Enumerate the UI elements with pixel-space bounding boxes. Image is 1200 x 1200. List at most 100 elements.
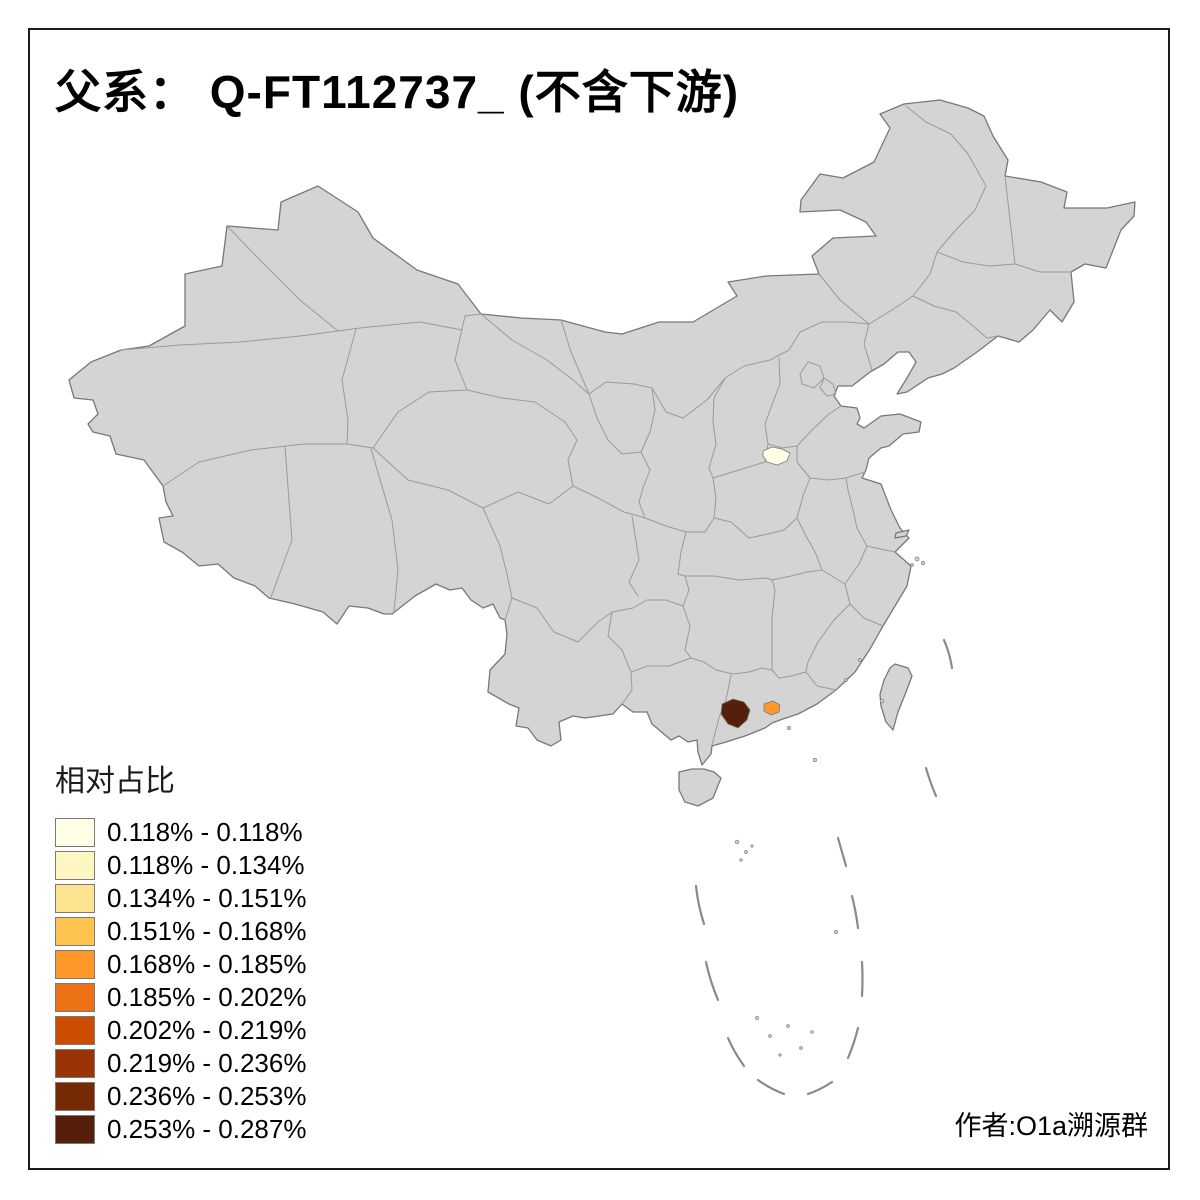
island-dot	[734, 839, 740, 845]
legend-row: 0.118% - 0.118%	[55, 816, 306, 849]
legend-label: 0.118% - 0.118%	[107, 817, 303, 847]
legend-swatch	[55, 1115, 95, 1144]
province-border-line	[226, 225, 339, 332]
province-border-line	[863, 323, 873, 371]
province-border-line	[712, 477, 717, 519]
landmass	[68, 99, 1136, 807]
legend-swatch	[55, 884, 95, 913]
nine-dash-line	[694, 638, 954, 1096]
highlighted-regions	[720, 446, 791, 729]
province-border-line	[771, 669, 807, 679]
legend-row: 0.219% - 0.236%	[55, 1047, 306, 1080]
island-dot	[768, 1034, 772, 1038]
province-border-line	[809, 471, 866, 481]
dash-segment	[924, 766, 938, 798]
province-border-line	[796, 477, 811, 519]
island-dot	[844, 678, 848, 682]
dash-segment	[860, 960, 864, 998]
legend-row: 0.185% - 0.202%	[55, 981, 306, 1014]
province-border-line	[845, 477, 868, 547]
island-dot	[879, 698, 885, 704]
province-border-line	[370, 448, 399, 613]
legend-swatch	[55, 917, 95, 946]
province-border-line	[480, 313, 590, 395]
province-borders	[120, 105, 1072, 746]
province-border-line	[372, 447, 484, 509]
province-border-line	[844, 545, 868, 605]
province-border-line	[690, 657, 773, 675]
legend-label: 0.253% - 0.287%	[107, 1114, 307, 1144]
china-mainland	[68, 99, 1136, 766]
legend-row: 0.202% - 0.219%	[55, 1014, 306, 1047]
dash-segment	[850, 894, 860, 930]
province-border-line	[638, 451, 651, 519]
dash-segment	[694, 884, 706, 926]
legend-swatch	[55, 1049, 95, 1078]
dash-segment	[704, 960, 720, 1002]
province-border-line	[684, 569, 846, 585]
region-north-henan	[762, 446, 791, 466]
legend: 相对占比 0.118% - 0.118% 0.118% - 0.134% 0.134…	[55, 756, 306, 1146]
province-border-line	[819, 377, 837, 397]
province-border-line	[560, 319, 590, 395]
province-border-line	[120, 321, 463, 351]
legend-row: 0.151% - 0.168%	[55, 915, 306, 948]
island-dot	[810, 1030, 814, 1034]
province-border-line	[482, 485, 574, 509]
legend-swatch	[55, 851, 95, 880]
island-dot	[813, 758, 817, 762]
province-border-line	[682, 575, 690, 607]
province-border-line	[771, 579, 776, 671]
province-border-line	[796, 517, 823, 571]
taiwan-island	[879, 663, 913, 731]
province-border-line	[866, 545, 896, 553]
region-pearl-delta	[763, 700, 781, 716]
island-dot	[834, 930, 838, 934]
island-dot	[910, 563, 914, 567]
legend-label: 0.168% - 0.185%	[107, 949, 307, 979]
attribution: 作者:O1a溯源群	[954, 1111, 1148, 1141]
legend-label: 0.151% - 0.168%	[107, 916, 307, 946]
province-border-line	[607, 611, 633, 705]
legend-label: 0.134% - 0.151%	[107, 883, 307, 913]
province-border-line	[682, 605, 692, 659]
province-border-line	[611, 599, 684, 613]
province-border-line	[588, 381, 656, 455]
small-islands	[734, 556, 925, 1057]
hainan-island	[678, 768, 722, 807]
dash-segment	[756, 1078, 786, 1096]
province-border-line	[341, 328, 357, 445]
legend-row: 0.168% - 0.185%	[55, 948, 306, 981]
province-border-line	[767, 443, 798, 449]
chongming-island	[894, 529, 910, 539]
dash-segment	[942, 638, 954, 670]
province-border-line	[796, 405, 842, 447]
province-border-line	[805, 671, 837, 691]
dash-segment	[846, 1026, 860, 1060]
island-dot	[921, 561, 925, 565]
province-border-line	[805, 603, 851, 673]
legend-label: 0.118% - 0.134%	[107, 850, 305, 880]
legend-row: 0.236% - 0.253%	[55, 1080, 306, 1113]
province-border-line	[712, 357, 781, 479]
island-dot	[787, 726, 791, 730]
province-border-line	[511, 597, 613, 643]
province-border-line	[1004, 175, 1016, 265]
legend-swatch	[55, 983, 95, 1012]
province-border-line	[482, 507, 513, 621]
island-dot	[739, 858, 743, 862]
province-border-line	[912, 295, 999, 339]
legend-rows: 0.118% - 0.118% 0.118% - 0.134% 0.134% - 0…	[55, 816, 306, 1146]
island-dot	[744, 850, 748, 854]
legend-label: 0.202% - 0.219%	[107, 1015, 307, 1045]
province-border-line	[628, 515, 640, 597]
legend-title: 相对占比	[55, 765, 175, 798]
legend-swatch	[55, 818, 95, 847]
legend-label: 0.236% - 0.253%	[107, 1081, 307, 1111]
legend-row: 0.134% - 0.151%	[55, 882, 306, 915]
province-border-line	[466, 389, 578, 487]
province-border-line	[708, 377, 726, 479]
legend-label: 0.219% - 0.236%	[107, 1048, 307, 1078]
